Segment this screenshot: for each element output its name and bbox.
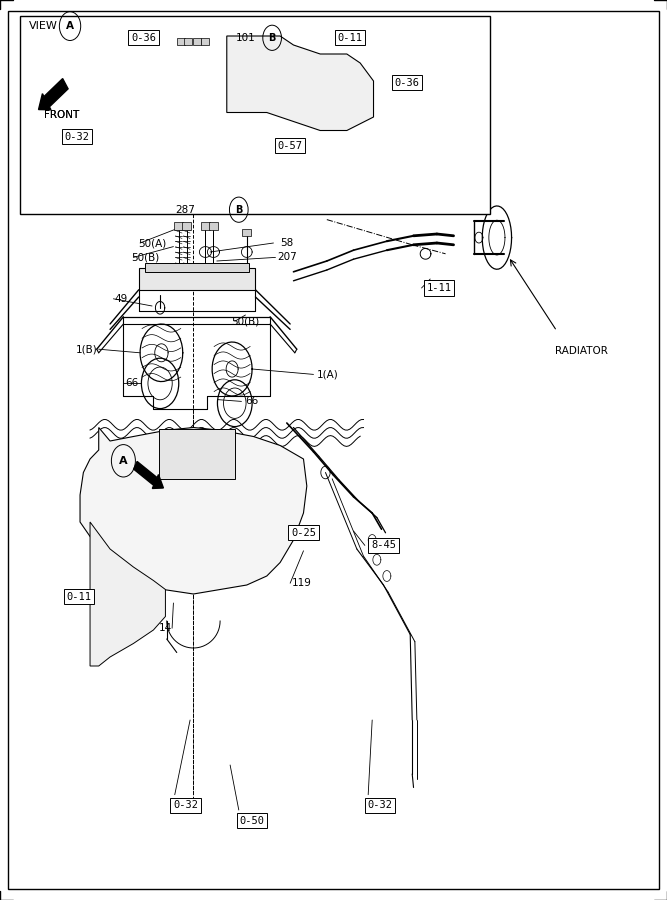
Polygon shape <box>90 522 165 666</box>
Text: 8-45: 8-45 <box>371 540 396 551</box>
Text: 0-36: 0-36 <box>394 77 420 88</box>
FancyArrow shape <box>133 462 163 489</box>
Bar <box>242 229 251 236</box>
Text: 0-32: 0-32 <box>368 800 393 811</box>
Text: 0-57: 0-57 <box>277 140 303 151</box>
Bar <box>193 38 201 45</box>
Text: 0-36: 0-36 <box>131 32 156 43</box>
Bar <box>174 222 183 230</box>
Bar <box>201 38 209 45</box>
Text: 49: 49 <box>115 293 128 304</box>
Text: 287: 287 <box>175 204 195 215</box>
Text: 14: 14 <box>159 623 172 634</box>
Text: 0-11: 0-11 <box>66 591 91 602</box>
Polygon shape <box>227 36 374 130</box>
Bar <box>20 16 490 214</box>
Bar <box>184 38 192 45</box>
Text: 50(A): 50(A) <box>138 238 166 248</box>
Text: 50(B): 50(B) <box>131 252 159 263</box>
Text: 0-25: 0-25 <box>291 527 316 538</box>
Text: VIEW: VIEW <box>29 21 58 32</box>
Text: 50(B): 50(B) <box>231 316 259 327</box>
Text: A: A <box>119 455 127 466</box>
Bar <box>177 38 185 45</box>
Text: FRONT: FRONT <box>44 110 79 121</box>
Bar <box>209 222 218 230</box>
Text: 1(B): 1(B) <box>76 344 97 355</box>
Text: 0-50: 0-50 <box>239 815 265 826</box>
Text: 207: 207 <box>277 252 297 263</box>
Text: 66: 66 <box>245 396 259 407</box>
Text: 0-32: 0-32 <box>173 800 198 811</box>
Polygon shape <box>80 428 307 594</box>
Text: 58: 58 <box>280 238 293 248</box>
Text: B: B <box>235 204 243 215</box>
Text: 0-11: 0-11 <box>338 32 363 43</box>
Text: B: B <box>268 32 276 43</box>
Bar <box>139 268 255 290</box>
Text: 1-11: 1-11 <box>426 283 452 293</box>
Text: 101: 101 <box>235 32 255 43</box>
Text: 119: 119 <box>291 578 311 589</box>
Bar <box>145 263 249 272</box>
Text: 1(A): 1(A) <box>317 369 339 380</box>
Bar <box>182 222 191 230</box>
FancyArrow shape <box>39 78 68 110</box>
Bar <box>159 429 235 479</box>
Bar <box>201 222 210 230</box>
Text: 0-32: 0-32 <box>64 131 89 142</box>
Text: A: A <box>66 21 74 32</box>
Text: FRONT: FRONT <box>44 110 79 121</box>
Text: 66: 66 <box>125 378 139 389</box>
Text: RADIATOR: RADIATOR <box>555 346 608 356</box>
